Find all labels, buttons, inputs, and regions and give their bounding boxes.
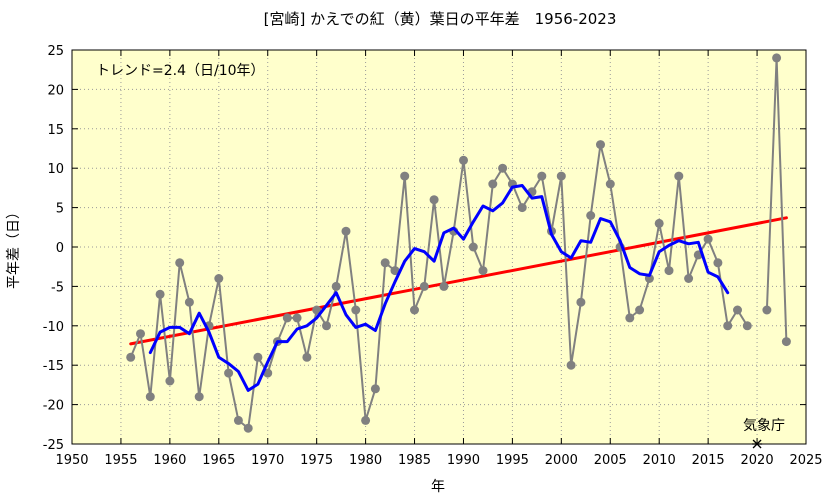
observed-point xyxy=(498,163,508,173)
y-tick-label: -15 xyxy=(43,359,64,374)
observed-point xyxy=(184,297,194,307)
moving-average-layer xyxy=(148,184,730,392)
observed-point xyxy=(664,266,674,276)
x-tick-label: 1950 xyxy=(55,453,88,468)
observed-point xyxy=(488,179,498,189)
grid-lines xyxy=(72,50,806,444)
observed-point xyxy=(370,384,380,394)
observed-point xyxy=(586,211,596,220)
y-tick-label: -5 xyxy=(51,280,64,295)
x-tick-label: 1990 xyxy=(447,453,480,468)
x-axis-ticks: 1950 1955 1960 1965 1970 1975 1980 1985 1990 1995… xyxy=(55,50,823,468)
observed-point xyxy=(468,242,478,252)
observed-point xyxy=(126,352,136,362)
observed-point xyxy=(576,297,586,307)
x-tick-label: 2010 xyxy=(643,453,676,468)
observed-point xyxy=(253,352,263,362)
observed-point xyxy=(136,329,145,339)
observed-point xyxy=(733,305,742,315)
x-tick-label: 2005 xyxy=(594,453,627,468)
observed-point xyxy=(175,258,185,268)
observed-point xyxy=(635,305,645,315)
observed-point xyxy=(684,274,694,283)
observed-point xyxy=(772,53,782,63)
observed-point xyxy=(322,321,331,331)
observed-point xyxy=(145,392,155,402)
observed-point xyxy=(459,155,468,165)
y-tick-label: 5 xyxy=(56,202,64,217)
observed-point xyxy=(419,281,429,291)
y-tick-label: 25 xyxy=(47,44,64,59)
moving-average-line xyxy=(148,184,730,392)
observed-point xyxy=(243,423,253,433)
observed-point xyxy=(537,171,547,181)
observed-point xyxy=(596,140,605,150)
observed-point xyxy=(194,392,204,402)
observed-point xyxy=(224,368,234,378)
observed-point xyxy=(214,274,224,283)
trend-layer xyxy=(129,216,788,346)
y-axis-ticks: 25 20 15 10 5 0 -5 -10 -15 -20 -25 xyxy=(43,44,806,453)
source-label: 気象庁 xyxy=(743,418,785,434)
observed-point xyxy=(302,352,312,362)
y-tick-label: 15 xyxy=(47,123,64,138)
y-tick-label: 20 xyxy=(47,83,64,98)
observed-point xyxy=(781,337,791,347)
x-tick-label: 1975 xyxy=(300,453,333,468)
observed-point xyxy=(312,305,322,315)
observed-point xyxy=(625,313,635,323)
observed-point xyxy=(674,171,684,181)
x-tick-label: 2025 xyxy=(789,453,822,468)
observed-point xyxy=(331,281,341,291)
observed-point xyxy=(556,171,566,181)
observed-point xyxy=(713,258,723,268)
observed-point xyxy=(654,218,664,228)
y-tick-label: 10 xyxy=(47,162,64,177)
y-tick-label: -25 xyxy=(43,438,64,453)
observed-point xyxy=(703,234,713,244)
x-tick-label: 1970 xyxy=(251,453,284,468)
x-tick-label: 1980 xyxy=(349,453,382,468)
x-tick-label: 1995 xyxy=(496,453,529,468)
x-tick-label: 2020 xyxy=(741,453,774,468)
observed-point xyxy=(282,313,292,323)
y-tick-label: 0 xyxy=(56,241,64,256)
observed-point xyxy=(478,266,488,276)
observed-point xyxy=(233,415,243,425)
observed-point xyxy=(155,289,165,299)
source-marker-group xyxy=(752,439,763,449)
observed-point xyxy=(351,305,361,315)
observed-point xyxy=(341,226,351,236)
x-axis-label: 年 xyxy=(431,479,445,495)
observed-point xyxy=(742,321,752,331)
observed-point xyxy=(400,171,410,181)
y-tick-label: -10 xyxy=(43,320,64,335)
trend-annotation: トレンド=2.4（日/10年） xyxy=(96,63,265,79)
observed-point xyxy=(429,195,439,205)
observed-point xyxy=(566,360,576,370)
observed-point xyxy=(517,203,527,213)
observed-point xyxy=(165,376,175,386)
observed-point xyxy=(361,415,371,425)
observed-point xyxy=(410,305,419,315)
trend-line xyxy=(129,216,788,346)
x-tick-label: 1965 xyxy=(202,453,235,468)
observed-point xyxy=(723,321,733,331)
x-tick-label: 1985 xyxy=(398,453,431,468)
y-tick-label: -20 xyxy=(43,399,64,414)
observed-point xyxy=(605,179,615,189)
observed-point xyxy=(380,258,390,268)
x-tick-label: 2000 xyxy=(545,453,578,468)
observed-point xyxy=(762,305,772,315)
observed-point xyxy=(390,266,400,276)
x-tick-label: 2015 xyxy=(692,453,725,468)
chart-title: [宮崎] かえでの紅（黄）葉日の平年差 1956-2023 xyxy=(264,10,617,28)
observed-point xyxy=(263,368,273,378)
x-tick-label: 1955 xyxy=(104,453,137,468)
x-tick-label: 1960 xyxy=(153,453,186,468)
y-axis-label: 平年差（日） xyxy=(6,205,22,289)
observed-point xyxy=(439,281,449,291)
observed-point xyxy=(292,313,302,323)
